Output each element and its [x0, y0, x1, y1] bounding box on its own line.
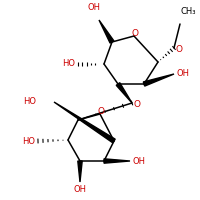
Polygon shape — [104, 159, 130, 163]
Text: HO: HO — [22, 136, 35, 146]
Polygon shape — [143, 74, 174, 86]
Text: HO: HO — [24, 98, 36, 106]
Polygon shape — [54, 102, 115, 143]
Text: O: O — [98, 107, 104, 116]
Text: OH: OH — [177, 70, 190, 78]
Text: HO: HO — [62, 60, 75, 68]
Text: O: O — [133, 100, 140, 109]
Text: OH: OH — [133, 156, 146, 166]
Text: OH: OH — [74, 186, 86, 194]
Text: CH₃: CH₃ — [180, 7, 196, 17]
Text: OH: OH — [88, 2, 101, 11]
Polygon shape — [116, 83, 132, 103]
Polygon shape — [99, 20, 114, 43]
Text: O: O — [175, 46, 182, 54]
Polygon shape — [78, 161, 82, 182]
Text: O: O — [132, 29, 138, 38]
